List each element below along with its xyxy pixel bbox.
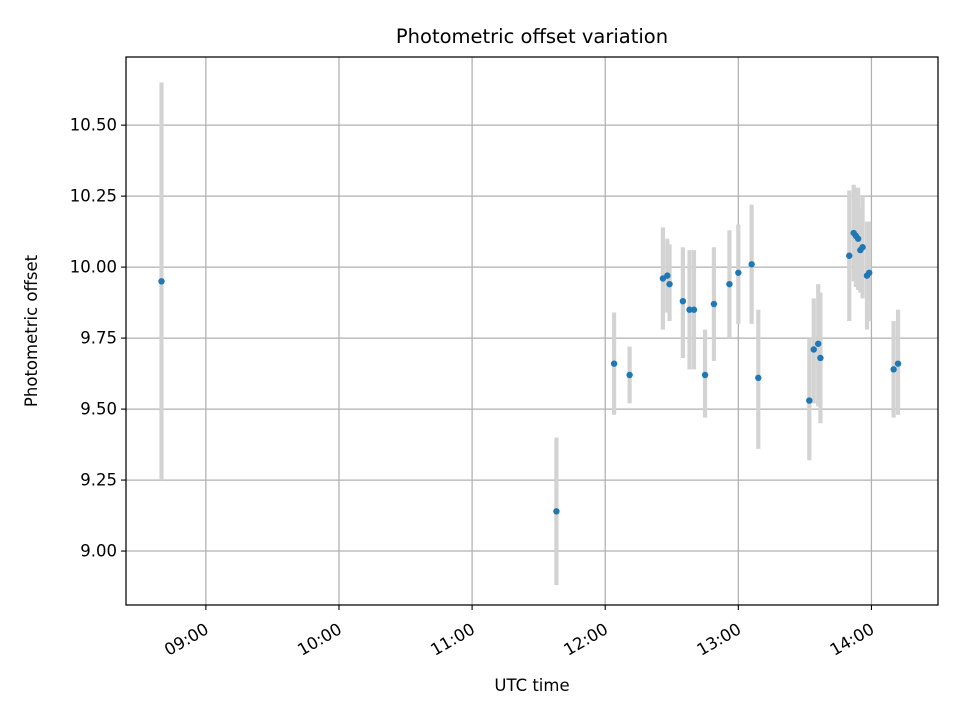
data-point-layer [158, 229, 902, 515]
data-point [553, 508, 560, 515]
data-point [854, 235, 862, 242]
data-point [626, 371, 633, 379]
data-point [610, 360, 618, 367]
x-axis-label: UTC time [494, 676, 569, 695]
data-point [666, 280, 673, 288]
data-point [814, 340, 822, 347]
y-tick-label: 9.75 [80, 329, 117, 348]
y-axis-label: Photometric offset [22, 254, 41, 407]
data-point [690, 306, 698, 313]
data-point [158, 278, 165, 285]
data-point [664, 272, 671, 279]
data-point [701, 371, 709, 379]
data-point [755, 374, 762, 382]
data-point [748, 261, 755, 268]
data-point [726, 280, 733, 288]
data-point [810, 346, 817, 353]
y-tick-label: 9.25 [80, 471, 117, 490]
data-point [735, 269, 742, 276]
data-point [866, 269, 873, 276]
data-point [806, 397, 813, 404]
data-point [686, 306, 693, 313]
data-point [679, 297, 687, 305]
y-tick-label: 9.50 [80, 400, 117, 419]
grid-layer [126, 57, 938, 605]
y-tick-label: 10.25 [70, 187, 117, 206]
y-tick-label: 9.00 [80, 542, 117, 561]
data-point [817, 354, 824, 362]
y-tick-label: 10.50 [70, 116, 117, 135]
y-tick-label: 10.00 [70, 258, 117, 277]
plot-area-frame [125, 56, 939, 606]
data-point [894, 360, 902, 367]
data-point [710, 300, 718, 308]
chart-title: Photometric offset variation [396, 25, 668, 48]
data-point [859, 244, 866, 251]
data-point [846, 252, 853, 259]
data-point [890, 366, 897, 373]
